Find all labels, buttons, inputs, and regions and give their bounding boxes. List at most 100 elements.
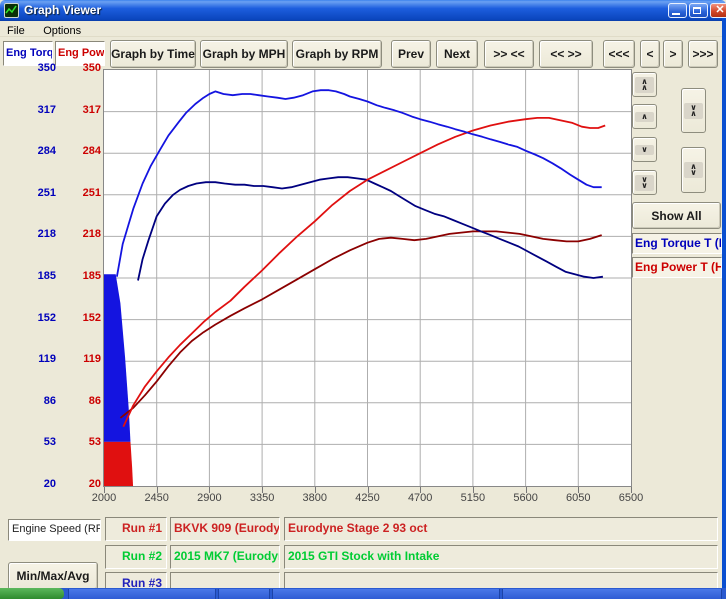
x-tick-4250: 4250 bbox=[355, 492, 380, 504]
taskbar[interactable] bbox=[0, 588, 726, 599]
y-tick-power-251: 251 bbox=[82, 186, 101, 199]
close-button[interactable]: ✕ bbox=[710, 3, 726, 18]
y-tick-power-86: 86 bbox=[88, 394, 101, 407]
minimize-button[interactable] bbox=[668, 3, 687, 18]
power-axis-box: Eng Powe bbox=[55, 41, 105, 66]
x-tickmark-2900 bbox=[209, 487, 211, 493]
scroll-double-up-icon: ∧ ∧ bbox=[635, 76, 654, 93]
y-tick-power-119: 119 bbox=[83, 353, 101, 366]
y-tick-power-317: 317 bbox=[82, 103, 101, 116]
scroll-double-down-icon: ∨ ∨ bbox=[635, 174, 654, 191]
toolbar-button-next[interactable]: Next bbox=[436, 40, 478, 68]
show-all-button[interactable]: Show All bbox=[632, 202, 721, 229]
toolbar-button-graph-by-time[interactable]: Graph by Time bbox=[110, 40, 196, 68]
curve-run-1-eng-power-hp bbox=[122, 117, 606, 428]
close-icon: ✕ bbox=[715, 4, 725, 16]
toolbar-button-graph-by-rpm[interactable]: Graph by RPM bbox=[292, 40, 382, 68]
scroll-down-icon: ∨ bbox=[635, 144, 654, 155]
y-tick-torque-119: 119 bbox=[38, 353, 56, 366]
run-file-field-1[interactable]: BKVK 909 (Eurodyne, I bbox=[170, 517, 280, 541]
title-bar[interactable]: Graph Viewer ✕ bbox=[0, 0, 726, 21]
collapse-vertical-button[interactable]: ∨ ∧ bbox=[681, 88, 706, 133]
x-tick-6500: 6500 bbox=[618, 492, 644, 504]
engine-speed-axis-box: Engine Speed (RPI bbox=[8, 519, 101, 541]
run-label-2: Run #2 bbox=[105, 545, 167, 569]
maximize-icon bbox=[693, 7, 701, 14]
x-tickmark-2000 bbox=[104, 487, 105, 493]
curve-run-2-eng-torque-ft-lbs bbox=[137, 176, 604, 281]
toolbar-button-blank[interactable]: > bbox=[663, 40, 683, 68]
x-tickmark-6500 bbox=[631, 487, 632, 493]
start-button-fragment[interactable] bbox=[0, 588, 64, 599]
y-tick-torque-251: 251 bbox=[37, 186, 56, 199]
chart-canvas bbox=[104, 70, 631, 486]
x-tick-6050: 6050 bbox=[566, 492, 591, 504]
scroll-double-down-button[interactable]: ∨ ∨ bbox=[632, 170, 657, 195]
collapse-vertical-icon: ∨ ∧ bbox=[684, 102, 703, 119]
taskbar-task-2[interactable] bbox=[218, 589, 270, 599]
expand-vertical-button[interactable]: ∧ ∨ bbox=[681, 147, 706, 193]
x-tick-3350: 3350 bbox=[249, 492, 275, 504]
x-tickmark-4250 bbox=[367, 487, 369, 493]
torque-axis-box: Eng Torqu bbox=[3, 41, 53, 66]
maximize-button[interactable] bbox=[689, 3, 708, 18]
y-tick-power-350: 350 bbox=[82, 62, 101, 74]
scroll-double-up-button[interactable]: ∧ ∧ bbox=[632, 72, 657, 97]
menu-file[interactable]: File bbox=[7, 25, 25, 37]
x-tick-2900: 2900 bbox=[197, 492, 222, 504]
toolbar-button-blank[interactable]: < bbox=[640, 40, 660, 68]
dyno-chart bbox=[103, 69, 632, 487]
minimize-icon bbox=[672, 13, 680, 15]
legend-power: Eng Power T (HP) bbox=[632, 257, 722, 278]
run-file-field-2[interactable]: 2015 MK7 (Eurodyne, E bbox=[170, 545, 280, 569]
run-label-1: Run #1 bbox=[105, 517, 167, 541]
taskbar-task-3[interactable] bbox=[272, 589, 500, 599]
x-tick-2450: 2450 bbox=[144, 492, 169, 504]
x-tick-2000: 2000 bbox=[91, 492, 117, 504]
run-description-field-2[interactable]: 2015 GTI Stock with Intake bbox=[284, 545, 718, 569]
y-tick-power-53: 53 bbox=[88, 436, 101, 449]
x-tickmark-6050 bbox=[578, 487, 580, 493]
y-tick-torque-152: 152 bbox=[37, 311, 56, 324]
toolbar-button-blank[interactable]: >>> bbox=[688, 40, 718, 68]
y-tick-torque-350: 350 bbox=[37, 62, 56, 74]
x-tickmark-3350 bbox=[262, 487, 264, 493]
scroll-up-button[interactable]: ∧ bbox=[632, 104, 657, 129]
toolbar-button-blank[interactable]: >> << bbox=[484, 40, 534, 68]
menu-options[interactable]: Options bbox=[43, 25, 82, 37]
y-tick-power-20: 20 bbox=[88, 478, 101, 490]
scroll-down-button[interactable]: ∨ bbox=[632, 137, 657, 162]
toolbar-button-blank[interactable]: << >> bbox=[539, 40, 593, 68]
x-tick-4700: 4700 bbox=[407, 492, 433, 504]
y-tick-torque-53: 53 bbox=[43, 436, 56, 449]
x-tick-5150: 5150 bbox=[460, 492, 486, 504]
y-tick-power-185: 185 bbox=[82, 270, 101, 282]
y-tick-power-218: 218 bbox=[82, 228, 101, 241]
y-tick-power-152: 152 bbox=[82, 311, 101, 324]
window-frame-right bbox=[722, 18, 726, 588]
x-tickmark-5600 bbox=[525, 487, 527, 493]
legend-torque: Eng Torque T (Ft-l bbox=[632, 233, 722, 254]
toolbar-button-graph-by-mph[interactable]: Graph by MPH bbox=[200, 40, 288, 68]
y-tick-torque-20: 20 bbox=[43, 478, 56, 490]
toolbar-button-prev[interactable]: Prev bbox=[391, 40, 431, 68]
y-tick-torque-185: 185 bbox=[37, 270, 56, 282]
x-tick-3800: 3800 bbox=[302, 492, 328, 504]
min-max-avg-button[interactable]: Min/Max/Avg bbox=[8, 562, 98, 590]
launch-spike-power bbox=[104, 441, 134, 486]
taskbar-task-4[interactable] bbox=[502, 589, 722, 599]
run-description-field-1[interactable]: Eurodyne Stage 2 93 oct bbox=[284, 517, 718, 541]
y-tick-torque-284: 284 bbox=[37, 145, 56, 158]
expand-vertical-icon: ∧ ∨ bbox=[684, 162, 703, 178]
launch-spike-torque bbox=[104, 274, 131, 442]
taskbar-task-1[interactable] bbox=[68, 589, 216, 599]
scroll-up-icon: ∧ bbox=[635, 111, 654, 122]
app-icon bbox=[4, 3, 19, 18]
toolbar-button-blank[interactable]: <<< bbox=[603, 40, 635, 68]
y-tick-power-284: 284 bbox=[82, 145, 101, 158]
x-tickmark-4700 bbox=[420, 487, 422, 493]
x-tick-5600: 5600 bbox=[513, 492, 538, 504]
y-tick-torque-218: 218 bbox=[37, 228, 56, 241]
window-title: Graph Viewer bbox=[24, 3, 102, 17]
